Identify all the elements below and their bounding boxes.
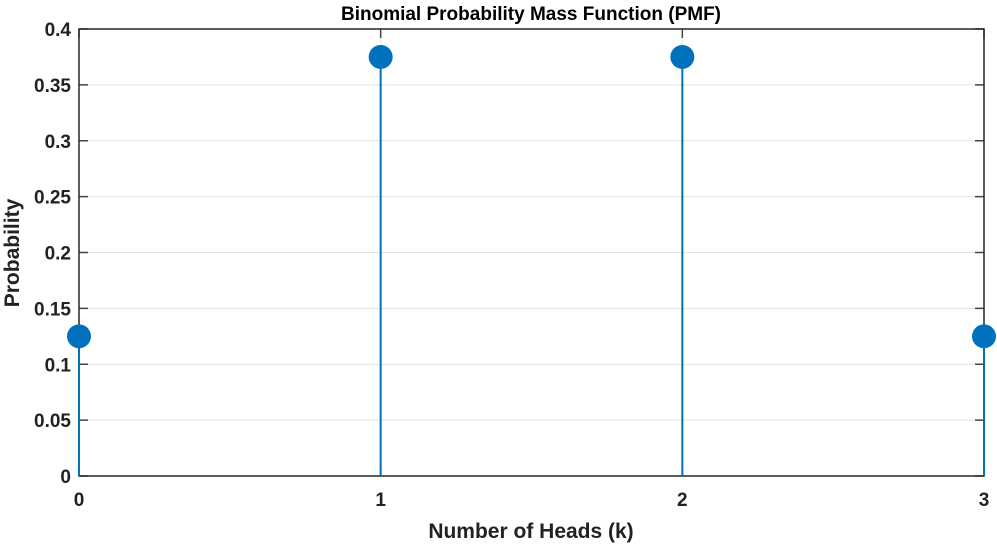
data-stems	[67, 44, 996, 476]
grid-lines	[78, 28, 985, 477]
stem-point	[972, 324, 996, 476]
stem-marker	[670, 44, 695, 69]
y-axis-ticks: 0 0.05 0.1 0.15 0.2 0.25 0.3 0.35 0.4	[34, 20, 984, 488]
y-tick-label: 0.2	[45, 244, 71, 265]
x-tick-label: 2	[677, 490, 688, 511]
stem-point	[368, 44, 393, 476]
y-tick-label: 0	[60, 467, 71, 488]
stem-marker	[67, 324, 91, 349]
x-tick-label: 1	[375, 490, 386, 511]
stem-point	[670, 44, 695, 476]
y-tick-label: 0.05	[34, 411, 71, 432]
x-tick-label: 0	[74, 490, 85, 511]
y-tick-label: 0.3	[45, 132, 71, 153]
x-tick-label: 3	[979, 490, 990, 511]
y-tick-label: 0.35	[34, 76, 71, 97]
y-tick-label: 0.15	[34, 299, 71, 320]
y-tick-label: 0.4	[45, 20, 72, 41]
x-axis-ticks: 0 1 2 3	[74, 29, 990, 511]
stem-point	[67, 324, 91, 476]
y-tick-label: 0.1	[45, 355, 72, 376]
x-axis-label: Number of Heads (k)	[428, 520, 633, 543]
plot-area-border	[78, 28, 985, 477]
y-tick-label: 0.25	[34, 188, 71, 209]
y-axis-label: Probability	[1, 198, 24, 307]
stem-marker	[972, 324, 996, 349]
stem-marker	[368, 44, 393, 69]
chart-title: Binomial Probability Mass Function (PMF)	[341, 4, 721, 25]
